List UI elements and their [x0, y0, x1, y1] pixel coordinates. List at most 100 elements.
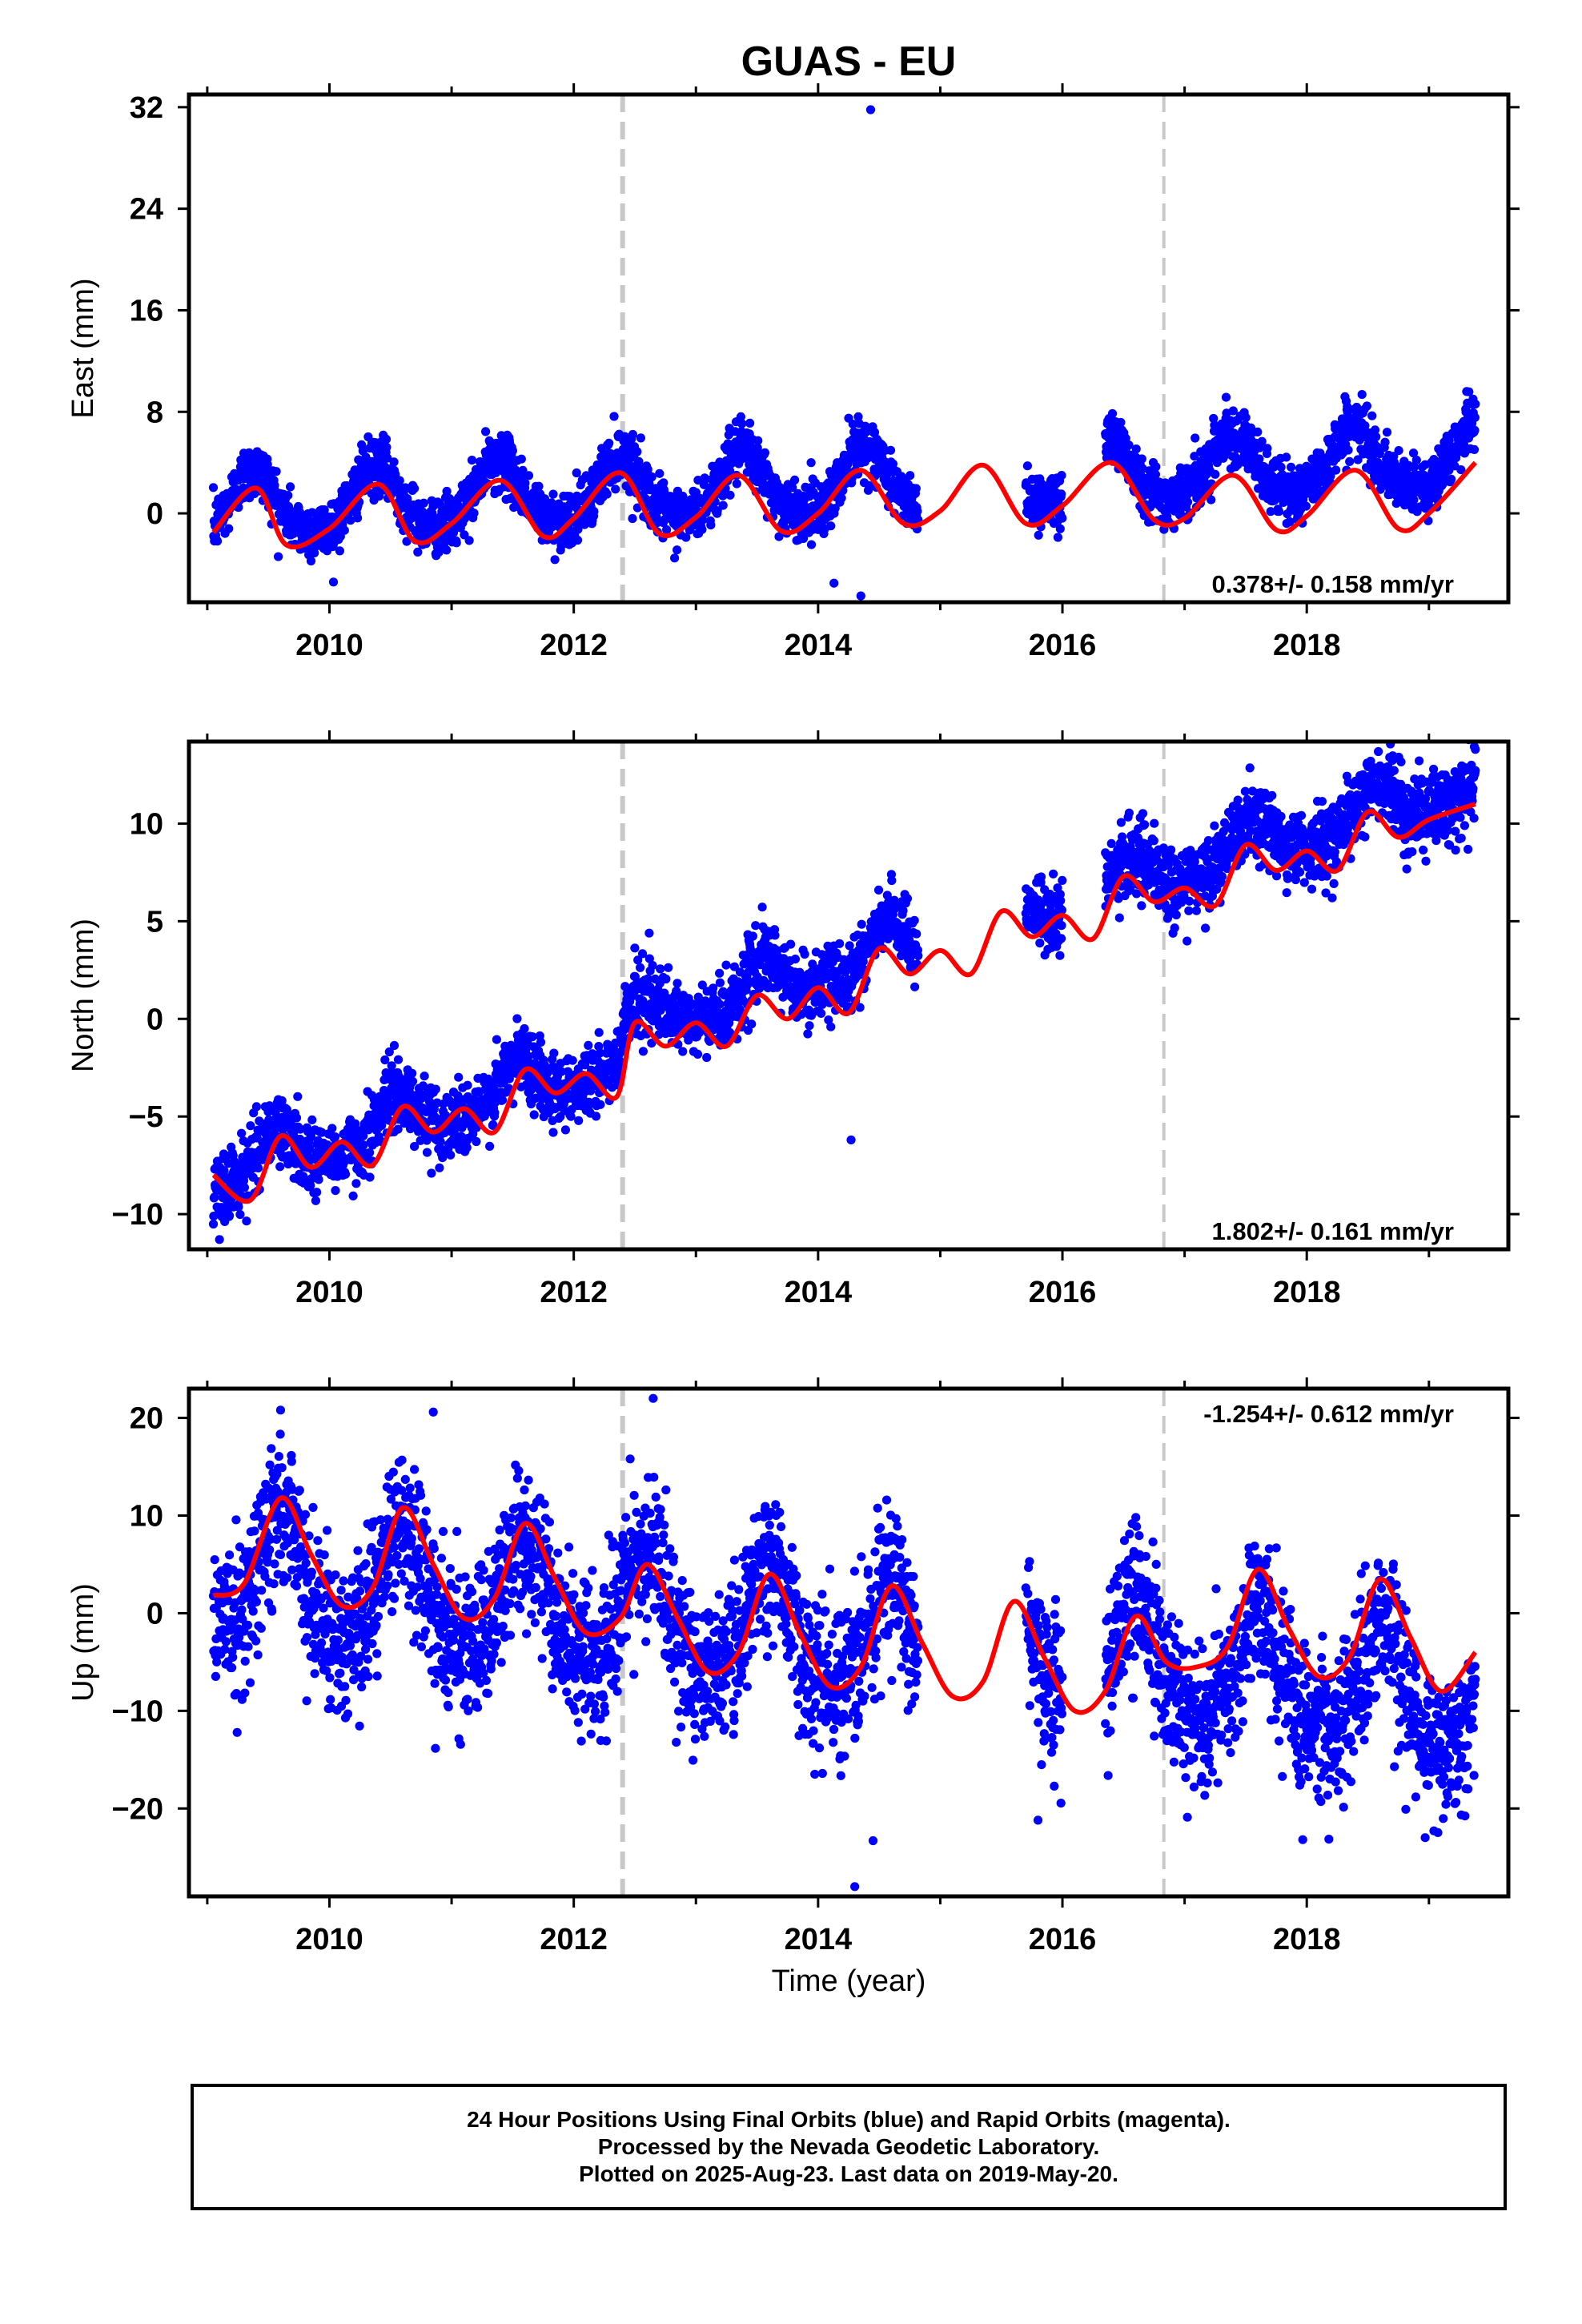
data-point — [540, 494, 550, 504]
data-point — [295, 1124, 305, 1134]
data-point — [806, 458, 816, 468]
data-point — [299, 1172, 308, 1181]
data-point — [760, 448, 770, 457]
data-point — [463, 1080, 472, 1090]
data-point — [225, 1211, 235, 1220]
data-point — [638, 1047, 648, 1056]
data-point — [210, 1192, 219, 1202]
data-point — [529, 1110, 539, 1120]
data-point — [790, 475, 800, 485]
data-point — [1221, 392, 1231, 402]
data-point — [774, 532, 784, 541]
data-point — [730, 427, 740, 436]
x-tick-label: 2012 — [540, 629, 608, 662]
data-point — [713, 506, 722, 516]
data-point — [263, 460, 272, 469]
data-point — [715, 978, 725, 987]
data-point — [638, 996, 648, 1006]
data-point — [317, 1128, 327, 1137]
data-point — [395, 476, 404, 485]
data-point — [239, 1183, 249, 1192]
data-points-east — [208, 105, 1480, 601]
data-point — [400, 483, 410, 493]
data-point — [246, 1121, 255, 1131]
data-point — [1357, 390, 1367, 400]
data-point — [1287, 462, 1296, 472]
data-point — [472, 1136, 481, 1147]
data-point — [327, 1124, 337, 1133]
axes-frame-east — [187, 92, 1511, 605]
data-point — [1353, 455, 1363, 464]
data-point — [753, 436, 763, 445]
data-point — [1138, 464, 1148, 474]
data-point — [806, 540, 817, 549]
data-point — [304, 1143, 314, 1152]
data-point — [670, 553, 680, 563]
data-point — [469, 509, 479, 518]
data-point — [753, 443, 762, 452]
data-point — [277, 1096, 287, 1106]
data-point — [637, 949, 648, 959]
data-point — [864, 480, 873, 491]
data-point — [1034, 530, 1043, 540]
figure-title: GUAS - EU — [741, 38, 957, 85]
data-point — [1182, 497, 1193, 507]
x-tick-label: 2018 — [1273, 629, 1341, 662]
data-point — [382, 442, 391, 452]
data-point — [462, 1143, 472, 1152]
data-point — [1301, 501, 1311, 511]
outlier-point — [844, 413, 853, 423]
plot-area-east — [208, 94, 1480, 602]
y-tick-label: 24 — [130, 193, 163, 227]
data-point — [737, 419, 747, 428]
data-point — [721, 960, 731, 970]
data-point — [383, 453, 392, 463]
data-point — [1057, 471, 1066, 480]
data-point — [381, 434, 391, 444]
data-point — [1331, 465, 1341, 475]
data-point — [853, 412, 863, 422]
data-point — [393, 1124, 403, 1134]
data-point — [312, 1188, 322, 1197]
data-point — [508, 446, 518, 456]
data-point — [1124, 440, 1134, 450]
data-point — [596, 1100, 605, 1109]
data-point — [1107, 408, 1118, 419]
y-tick-label: 16 — [130, 294, 163, 328]
data-point — [512, 1014, 522, 1023]
data-point — [520, 478, 530, 488]
rate-annotation-east: 0.378+/- 0.158 mm/yr — [1212, 570, 1454, 598]
data-point — [314, 1175, 323, 1184]
data-point — [697, 525, 707, 534]
data-point — [732, 479, 741, 489]
data-point — [1150, 469, 1160, 480]
data-point — [684, 1035, 693, 1045]
data-point — [678, 1047, 688, 1056]
data-point — [307, 508, 317, 517]
data-point — [1380, 437, 1390, 447]
data-point — [566, 1112, 576, 1121]
data-point — [212, 537, 223, 546]
data-point — [442, 545, 452, 555]
data-point — [1191, 433, 1200, 443]
data-point — [271, 467, 281, 476]
data-point — [335, 546, 344, 556]
data-point — [384, 1047, 394, 1057]
data-point — [518, 465, 528, 476]
data-point — [488, 1120, 498, 1130]
outlier-point — [865, 105, 876, 115]
data-point — [647, 472, 656, 482]
data-point — [1360, 421, 1370, 431]
data-point — [387, 1061, 396, 1071]
data-point — [550, 555, 560, 565]
data-point — [1116, 417, 1126, 428]
data-point — [422, 1148, 432, 1157]
data-point — [798, 533, 809, 544]
data-point — [375, 492, 384, 501]
data-point — [331, 1186, 340, 1196]
data-point — [1151, 462, 1161, 472]
data-point — [1394, 446, 1403, 456]
